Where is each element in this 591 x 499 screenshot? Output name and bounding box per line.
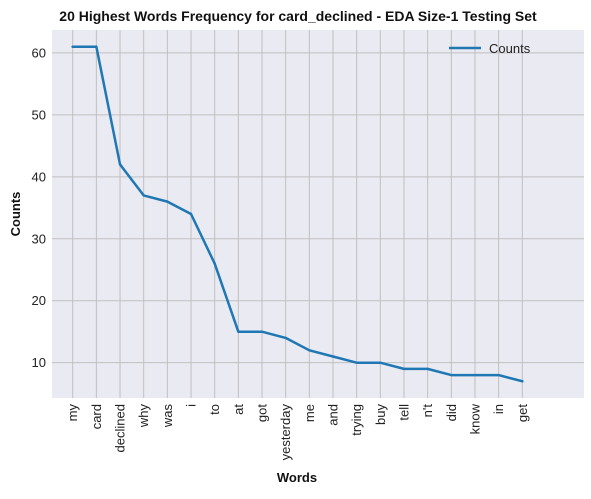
series-line-counts <box>71 45 524 383</box>
x-tick-labels: my card declined why was i to at got yesterday me a… <box>65 403 530 460</box>
data-point <box>426 367 429 371</box>
data-point <box>118 163 122 166</box>
x-tick-label: tell <box>396 404 411 421</box>
x-tick-label: in <box>491 404 506 414</box>
y-tick-label: 30 <box>32 231 46 246</box>
data-point <box>260 330 264 333</box>
x-tick-label: get <box>515 404 530 422</box>
x-tick-label: why <box>136 404 151 429</box>
data-point <box>355 361 358 364</box>
x-tick-label: i <box>184 404 199 407</box>
x-tick-label: card <box>89 404 104 429</box>
data-point <box>284 336 287 340</box>
data-point <box>142 194 145 197</box>
legend: Counts <box>449 41 531 56</box>
data-point <box>213 262 216 265</box>
data-point <box>237 330 240 333</box>
x-tick-label: trying <box>349 404 364 436</box>
data-point <box>189 212 193 216</box>
x-tick-label: me <box>302 404 317 422</box>
x-tick-label: yesterday <box>278 404 293 461</box>
data-point <box>166 200 169 203</box>
data-point <box>331 355 335 358</box>
legend-label: Counts <box>489 41 531 56</box>
y-axis-label: Counts <box>8 192 23 237</box>
chart-title: 20 Highest Words Frequency for card_decl… <box>59 8 537 24</box>
x-tick-label: n't <box>420 404 435 418</box>
plot-area <box>52 30 584 398</box>
y-tick-label: 50 <box>32 107 46 122</box>
y-tick-label: 60 <box>32 45 46 60</box>
x-tick-label: did <box>444 404 459 421</box>
x-tick-label: declined <box>113 404 128 452</box>
data-point <box>402 367 406 371</box>
x-tick-label: and <box>325 404 340 426</box>
x-tick-label: at <box>231 404 246 415</box>
grid-layer <box>52 30 584 398</box>
x-tick-label: to <box>207 404 222 415</box>
y-tick-label: 10 <box>32 355 46 370</box>
data-point <box>497 373 500 377</box>
x-tick-label: got <box>255 404 270 422</box>
x-tick-label: buy <box>373 404 388 425</box>
data-point <box>95 45 98 48</box>
y-tick-label: 40 <box>32 169 46 184</box>
data-point <box>521 380 524 383</box>
x-tick-label: my <box>65 404 80 422</box>
data-point <box>450 373 453 377</box>
x-tick-label: was <box>160 404 175 429</box>
data-point <box>308 349 311 352</box>
data-point <box>71 45 74 48</box>
y-tick-labels: 10 20 30 40 50 60 <box>32 45 46 370</box>
x-tick-label: know <box>467 403 482 434</box>
y-tick-label: 20 <box>32 293 46 308</box>
data-point <box>473 373 477 377</box>
series-layer <box>71 45 524 383</box>
data-point <box>379 361 382 364</box>
x-axis-label: Words <box>277 470 317 485</box>
